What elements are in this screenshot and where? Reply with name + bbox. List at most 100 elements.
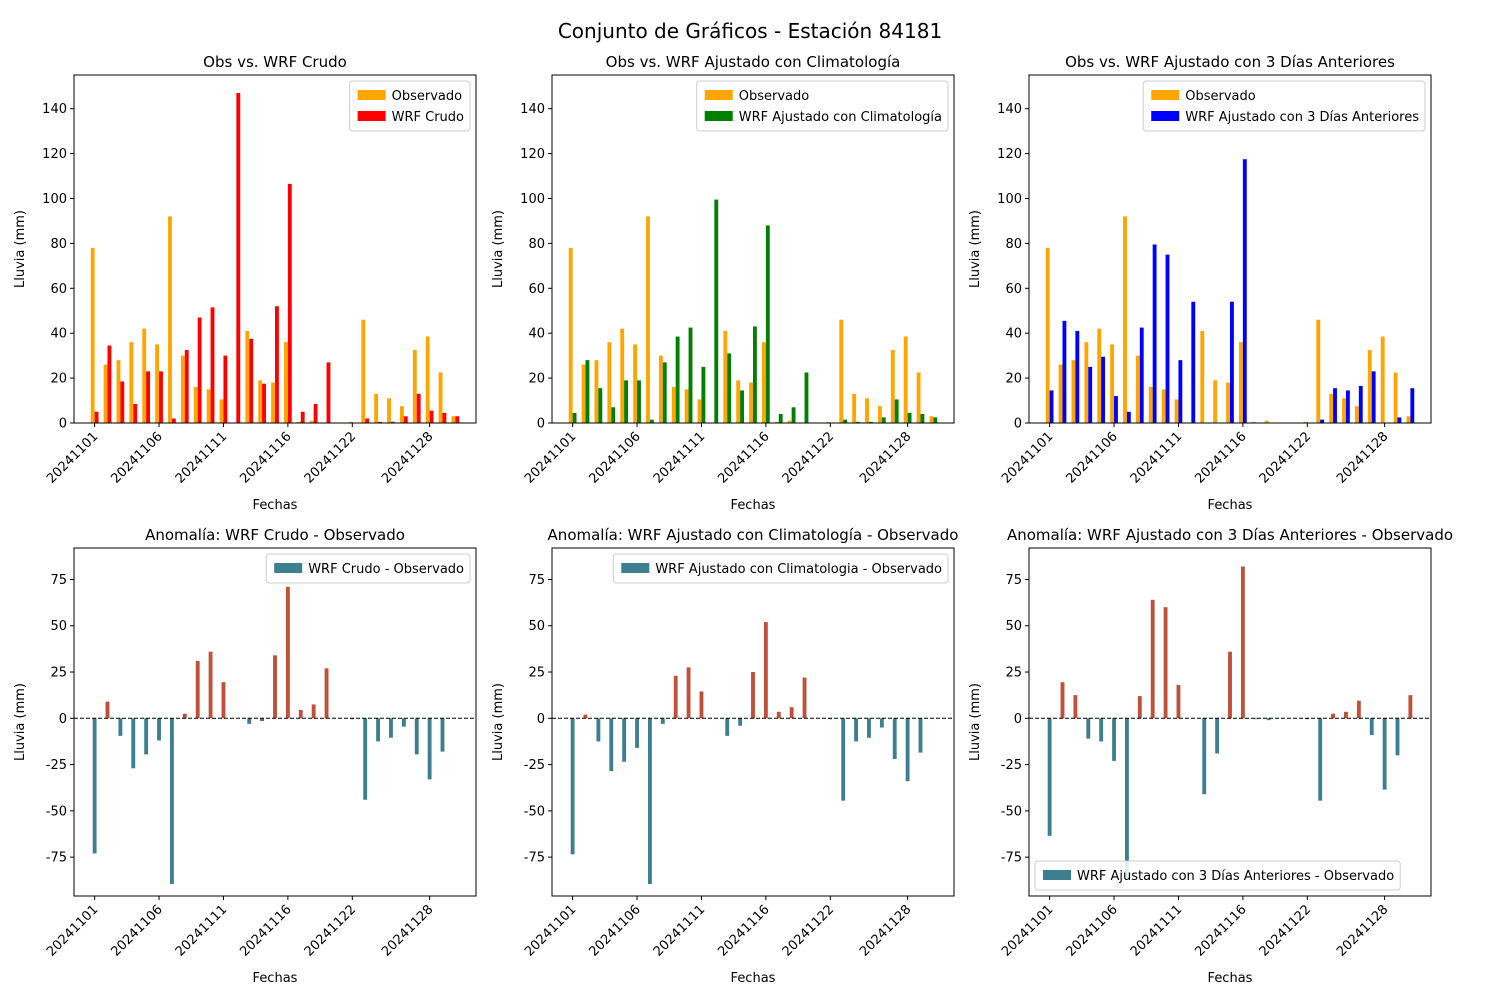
y-tick-label: 140 bbox=[42, 102, 67, 117]
bar-modelo bbox=[701, 366, 706, 423]
bar-modelo bbox=[455, 416, 460, 423]
y-tick-label: 0 bbox=[59, 712, 67, 727]
bar-modelo bbox=[856, 421, 860, 423]
bar-modelo bbox=[714, 199, 719, 423]
bar-observado bbox=[1393, 372, 1398, 423]
bar-observado bbox=[594, 360, 599, 423]
x-tick-label: 20241122 bbox=[302, 429, 359, 486]
bar-modelo bbox=[107, 345, 112, 423]
x-axis: 20241101 20241106 20241111 20241116 20241122… bbox=[44, 896, 436, 960]
bar-observado bbox=[451, 416, 456, 423]
bar-negative bbox=[1266, 718, 1271, 721]
bar-modelo bbox=[416, 393, 421, 423]
subplot-1: Obs vs. WRF Crudo 0 20 40 60 80 100 120 140 Lluvi… bbox=[13, 53, 477, 513]
bar-negative bbox=[1047, 718, 1052, 836]
bar-observado bbox=[787, 420, 792, 423]
bar-observado bbox=[1097, 328, 1102, 423]
bar-positive bbox=[1344, 711, 1348, 719]
bar-modelo bbox=[1333, 388, 1337, 423]
figure-title: Conjunto de Gráficos - Estación 84181 bbox=[558, 19, 942, 43]
legend-label: WRF Ajustado con 3 Días Anteriores bbox=[1185, 110, 1419, 125]
bar-positive bbox=[285, 586, 290, 719]
bar-observado bbox=[903, 336, 908, 423]
bar-observado bbox=[607, 342, 612, 423]
bar-modelo bbox=[1062, 320, 1067, 423]
axes-frame bbox=[1028, 547, 1432, 897]
bar-observado bbox=[296, 421, 301, 423]
bar-modelo bbox=[313, 403, 318, 423]
legend-box bbox=[696, 80, 949, 132]
bar-positive bbox=[1150, 599, 1155, 719]
bar-observado bbox=[1123, 216, 1127, 423]
bar-modelo bbox=[585, 360, 590, 423]
x-tick-label: 20241111 bbox=[173, 429, 230, 486]
x-axis-label: Fechas bbox=[731, 498, 776, 513]
x-tick-label: 20241128 bbox=[857, 429, 914, 486]
bar-observado bbox=[271, 382, 275, 423]
x-tick-label: 20241101 bbox=[999, 429, 1056, 486]
bar-observado bbox=[1354, 406, 1359, 423]
bar-negative bbox=[1318, 718, 1323, 801]
bar-observado bbox=[1084, 342, 1089, 423]
bar-positive bbox=[1163, 607, 1168, 719]
legend: WRF Ajustado con Climatologia - Observad… bbox=[612, 553, 949, 584]
bar-modelo bbox=[326, 362, 331, 423]
bar-observado bbox=[774, 421, 779, 423]
bar-positive bbox=[802, 677, 807, 719]
x-tick-label: 20241106 bbox=[1063, 429, 1120, 486]
bar-observado bbox=[399, 406, 404, 423]
bar-positive bbox=[208, 651, 213, 719]
x-tick-label: 20241101 bbox=[44, 429, 101, 486]
bars bbox=[1045, 159, 1415, 423]
bar-observado bbox=[103, 364, 108, 423]
y-tick-label: 25 bbox=[528, 666, 545, 681]
bar-modelo bbox=[184, 350, 189, 423]
bar-negative bbox=[905, 718, 910, 782]
bar-negative bbox=[1395, 718, 1400, 756]
legend: Observado WRF Ajustado con 3 Días Anterio… bbox=[1142, 80, 1426, 132]
bar-modelo bbox=[881, 417, 886, 423]
bar-negative bbox=[376, 718, 381, 742]
y-axis: -75 -50 -25 0 25 50 75 bbox=[46, 573, 74, 866]
bar-observado bbox=[438, 372, 443, 423]
legend-label: Observado bbox=[739, 89, 810, 104]
y-tick-label: 20 bbox=[50, 372, 67, 387]
y-tick-label: -25 bbox=[46, 758, 67, 773]
subplot-title: Anomalía: WRF Crudo - Observado bbox=[145, 526, 405, 544]
y-tick-label: 0 bbox=[1014, 712, 1022, 727]
y-tick-label: 140 bbox=[997, 102, 1022, 117]
legend: WRF Ajustado con 3 Días Anteriores - Obs… bbox=[1034, 860, 1401, 891]
x-tick-label: 20241128 bbox=[857, 902, 914, 959]
x-tick-label: 20241111 bbox=[651, 429, 708, 486]
bar-modelo bbox=[907, 412, 912, 423]
legend-swatch bbox=[1151, 111, 1180, 121]
x-tick-label: 20241116 bbox=[715, 902, 772, 959]
bar-observado bbox=[1316, 319, 1321, 423]
bar-negative bbox=[363, 718, 368, 800]
bar-positive bbox=[195, 660, 200, 719]
bar-modelo bbox=[1088, 366, 1093, 423]
bar-modelo bbox=[598, 388, 603, 423]
bar-observado bbox=[116, 360, 121, 423]
bar-negative bbox=[1215, 718, 1220, 754]
y-tick-label: 50 bbox=[1005, 619, 1022, 634]
bar-negative bbox=[1369, 718, 1374, 735]
bar-modelo bbox=[804, 372, 809, 423]
bar-negative bbox=[427, 718, 432, 780]
x-tick-label: 20241111 bbox=[1128, 902, 1185, 959]
bar-negative bbox=[892, 718, 897, 760]
bar-observado bbox=[412, 350, 417, 423]
bar-negative bbox=[841, 718, 846, 801]
subplot-6: Anomalía: WRF Ajustado con 3 Días Anteri… bbox=[968, 526, 1453, 986]
bar-observado bbox=[361, 319, 366, 423]
bar-positive bbox=[1408, 695, 1413, 719]
y-tick-label: 120 bbox=[520, 147, 545, 162]
bar-observado bbox=[348, 421, 353, 423]
x-tick-label: 20241122 bbox=[302, 902, 359, 959]
bar-negative bbox=[157, 718, 161, 741]
bar-observado bbox=[1329, 393, 1334, 423]
bar-modelo bbox=[120, 381, 125, 423]
y-tick-label: 80 bbox=[528, 237, 545, 252]
x-tick-label: 20241106 bbox=[1063, 902, 1120, 959]
bar-modelo bbox=[1101, 356, 1106, 423]
